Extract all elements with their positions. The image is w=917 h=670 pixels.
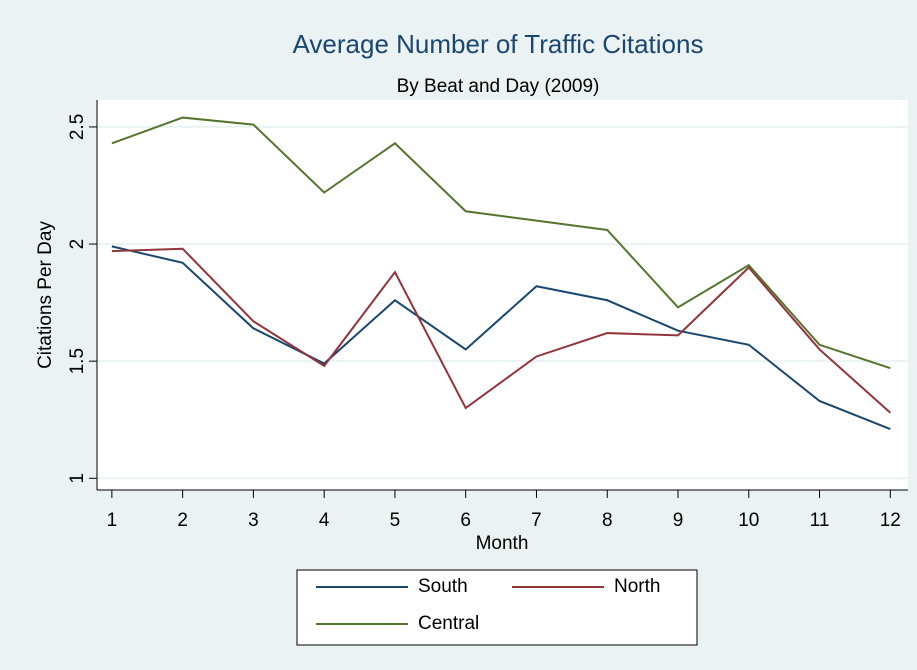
x-tick-label: 11 xyxy=(810,510,830,531)
x-tick-label: 12 xyxy=(880,510,901,531)
y-axis-label: Citations Per Day xyxy=(35,221,56,369)
x-tick-label: 4 xyxy=(319,510,330,531)
y-tick-label: 2 xyxy=(67,239,88,250)
series-line xyxy=(111,247,891,414)
series-line xyxy=(111,116,891,370)
series-line xyxy=(111,245,891,431)
y-tick-label: 2.5 xyxy=(67,114,88,140)
x-tick-label: 1 xyxy=(107,510,118,531)
x-tick-label: 2 xyxy=(177,510,188,531)
x-tick-label: 7 xyxy=(531,510,542,531)
chart-subtitle: By Beat and Day (2009) xyxy=(397,76,600,97)
x-tick-label: 10 xyxy=(738,510,759,531)
x-axis-label: Month xyxy=(476,533,529,554)
legend xyxy=(296,569,698,646)
chart-title: Average Number of Traffic Citations xyxy=(293,29,704,59)
x-tick-label: 9 xyxy=(673,510,684,531)
x-tick-label: 3 xyxy=(248,510,259,531)
legend-label: Central xyxy=(418,613,479,634)
legend-label: South xyxy=(418,576,468,597)
x-tick-label: 5 xyxy=(390,510,401,531)
x-tick-label: 6 xyxy=(460,510,471,531)
y-tick-label: 1.5 xyxy=(67,348,88,374)
y-tick-label: 1 xyxy=(67,473,88,484)
legend-label: North xyxy=(614,576,660,597)
x-tick-label: 8 xyxy=(602,510,613,531)
